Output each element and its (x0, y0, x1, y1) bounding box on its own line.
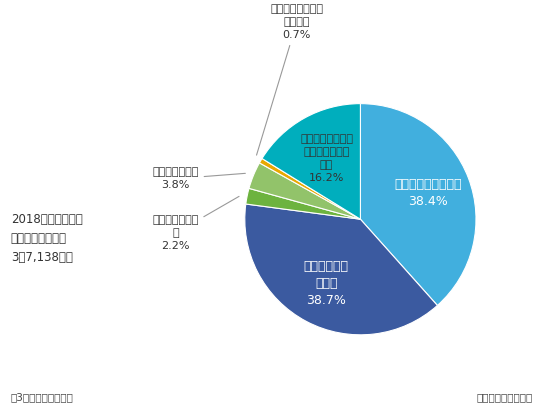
Text: 矢野経済研究所調べ: 矢野経済研究所調べ (477, 392, 533, 402)
Wedge shape (259, 159, 360, 219)
Wedge shape (360, 104, 476, 305)
Wedge shape (249, 163, 360, 219)
Text: 2018年度食品通販
市場規模（見込）
3兆7,138億円: 2018年度食品通販 市場規模（見込） 3兆7,138億円 (11, 213, 83, 265)
Text: 注3．小売金額ベース: 注3．小売金額ベース (11, 392, 74, 402)
Text: コンビニエンスス
トア宅配
0.7%: コンビニエンスス トア宅配 0.7% (257, 5, 323, 155)
Text: ネットスーパー
3.8%: ネットスーパー 3.8% (152, 167, 245, 190)
Text: 食品メーカーダイ
レクト販売（直
販）
16.2%: 食品メーカーダイ レクト販売（直 販） 16.2% (300, 134, 353, 183)
Wedge shape (262, 104, 361, 219)
Text: ショッピングサイト
38.4%: ショッピングサイト 38.4% (395, 178, 462, 208)
Wedge shape (246, 188, 360, 219)
Text: 自然派食品宅配
配
2.2%: 自然派食品宅配 配 2.2% (152, 197, 239, 251)
Text: 生協（班配＋
個配）
38.7%: 生協（班配＋ 個配） 38.7% (304, 260, 349, 307)
Wedge shape (245, 204, 437, 335)
